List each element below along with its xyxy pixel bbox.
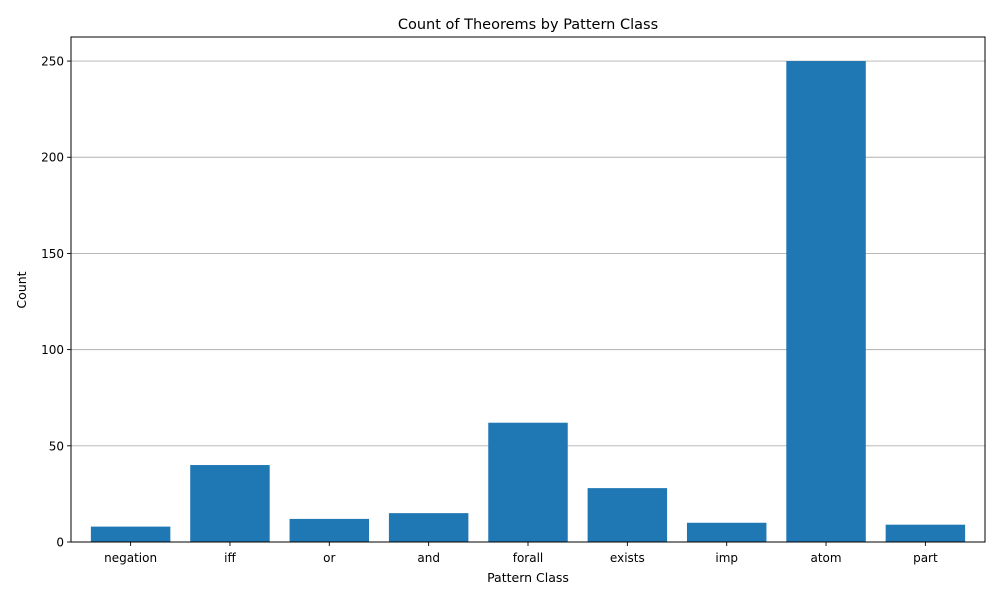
y-tick-label: 150 xyxy=(41,247,64,261)
y-tick-label: 250 xyxy=(41,55,64,69)
bar-iff xyxy=(190,465,270,542)
bar-or xyxy=(289,518,370,542)
plot-frame xyxy=(70,36,986,543)
bar-forall xyxy=(488,422,568,542)
y-tick-label: 200 xyxy=(41,151,64,165)
x-tick-label-iff: iff xyxy=(224,551,236,565)
y-axis-label: Count xyxy=(14,271,29,308)
bar-part xyxy=(885,524,966,542)
x-tick-label-negation: negation xyxy=(104,551,157,565)
chart-title: Count of Theorems by Pattern Class xyxy=(398,17,658,33)
y-tick-label: 50 xyxy=(49,439,64,453)
bar-exists xyxy=(587,488,668,542)
bars xyxy=(90,61,966,543)
tick-labels: 0 50 100 150 200 250 negation iff or and forall exi… xyxy=(41,55,938,565)
x-tick-label-or: or xyxy=(323,551,335,565)
bar-negation xyxy=(90,526,171,542)
bar-and xyxy=(388,513,469,542)
bar-imp xyxy=(686,522,767,542)
x-tick-label-atom: atom xyxy=(810,551,841,565)
x-tick-label-imp: imp xyxy=(715,551,738,565)
x-tick-label-exists: exists xyxy=(610,551,645,565)
x-axis-label: Pattern Class xyxy=(487,570,569,585)
axes xyxy=(67,36,986,546)
y-tick-label: 100 xyxy=(41,343,64,357)
x-tick-label-part: part xyxy=(913,551,938,565)
y-tick-label: 0 xyxy=(56,536,64,550)
bar-atom xyxy=(786,61,866,543)
x-tick-label-forall: forall xyxy=(513,551,544,565)
x-tick-label-and: and xyxy=(417,551,440,565)
